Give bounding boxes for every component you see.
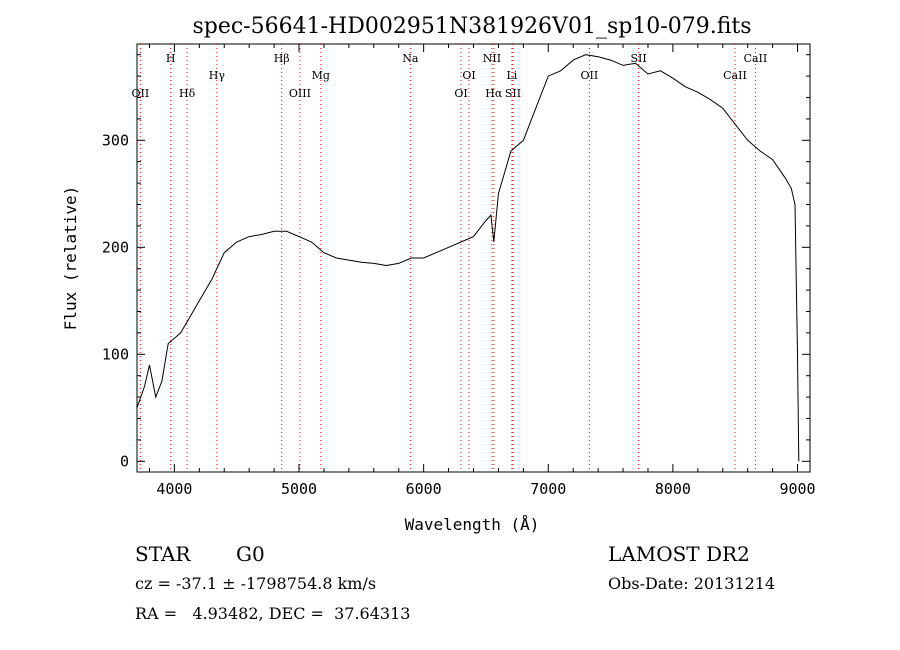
x-axis-ticks: 4000 5000 6000 7000 8000 9000 bbox=[148, 44, 816, 498]
spectral-line-markers bbox=[139, 44, 756, 472]
y-tick-label-100: 100 bbox=[102, 345, 129, 363]
line-marker-label-15: SII bbox=[631, 52, 647, 65]
line-marker-label-11: Hα bbox=[485, 87, 503, 100]
object-class: STAR bbox=[135, 542, 191, 566]
line-marker-label-0: OII bbox=[132, 87, 150, 100]
line-marker-label-7: Na bbox=[402, 52, 419, 65]
line-marker-label-12: Li bbox=[506, 69, 517, 82]
x-tick-label-5000: 5000 bbox=[281, 480, 317, 498]
line-marker-label-13: SII bbox=[505, 87, 521, 100]
line-marker-label-16: CaII bbox=[723, 69, 747, 82]
y-axis-label: Flux (relative) bbox=[61, 186, 80, 331]
y-tick-label-300: 300 bbox=[102, 131, 129, 149]
x-tick-label-7000: 7000 bbox=[530, 480, 566, 498]
line-marker-label-6: Mg bbox=[312, 69, 330, 82]
x-tick-label-4000: 4000 bbox=[156, 480, 192, 498]
redshift-line: cz = -37.1 ± -1798754.8 km/s bbox=[135, 574, 377, 593]
y-axis-ticks: 0 100 200 300 bbox=[102, 54, 810, 470]
x-tick-label-6000: 6000 bbox=[406, 480, 442, 498]
line-marker-label-5: OIII bbox=[289, 87, 311, 100]
x-axis-label: Wavelength (Å) bbox=[405, 515, 540, 534]
x-tick-label-9000: 9000 bbox=[779, 480, 815, 498]
y-tick-label-200: 200 bbox=[102, 238, 129, 256]
object-subclass: G0 bbox=[236, 542, 265, 566]
line-marker-label-3: Hγ bbox=[209, 69, 226, 82]
line-marker-label-4: Hβ bbox=[274, 52, 290, 65]
line-marker-label-1: H bbox=[166, 52, 176, 65]
obs-date: Obs-Date: 20131214 bbox=[608, 574, 776, 593]
line-marker-label-14: OII bbox=[581, 69, 599, 82]
data-release: LAMOST DR2 bbox=[608, 542, 750, 566]
line-marker-label-8: OI bbox=[454, 87, 467, 100]
y-tick-label-0: 0 bbox=[120, 452, 129, 470]
line-marker-label-10: NII bbox=[483, 52, 501, 65]
x-tick-label-8000: 8000 bbox=[655, 480, 691, 498]
plot-frame bbox=[136, 43, 811, 473]
chart-title: spec-56641-HD002951N381926V01_sp10-079.f… bbox=[192, 14, 751, 39]
line-marker-label-9: OI bbox=[462, 69, 475, 82]
ra-dec: RA = 4.93482, DEC = 37.64313 bbox=[135, 604, 411, 623]
line-marker-label-2: Hδ bbox=[179, 87, 196, 100]
line-marker-label-17: CaII bbox=[744, 52, 768, 65]
spectrum-line bbox=[136, 54, 800, 462]
